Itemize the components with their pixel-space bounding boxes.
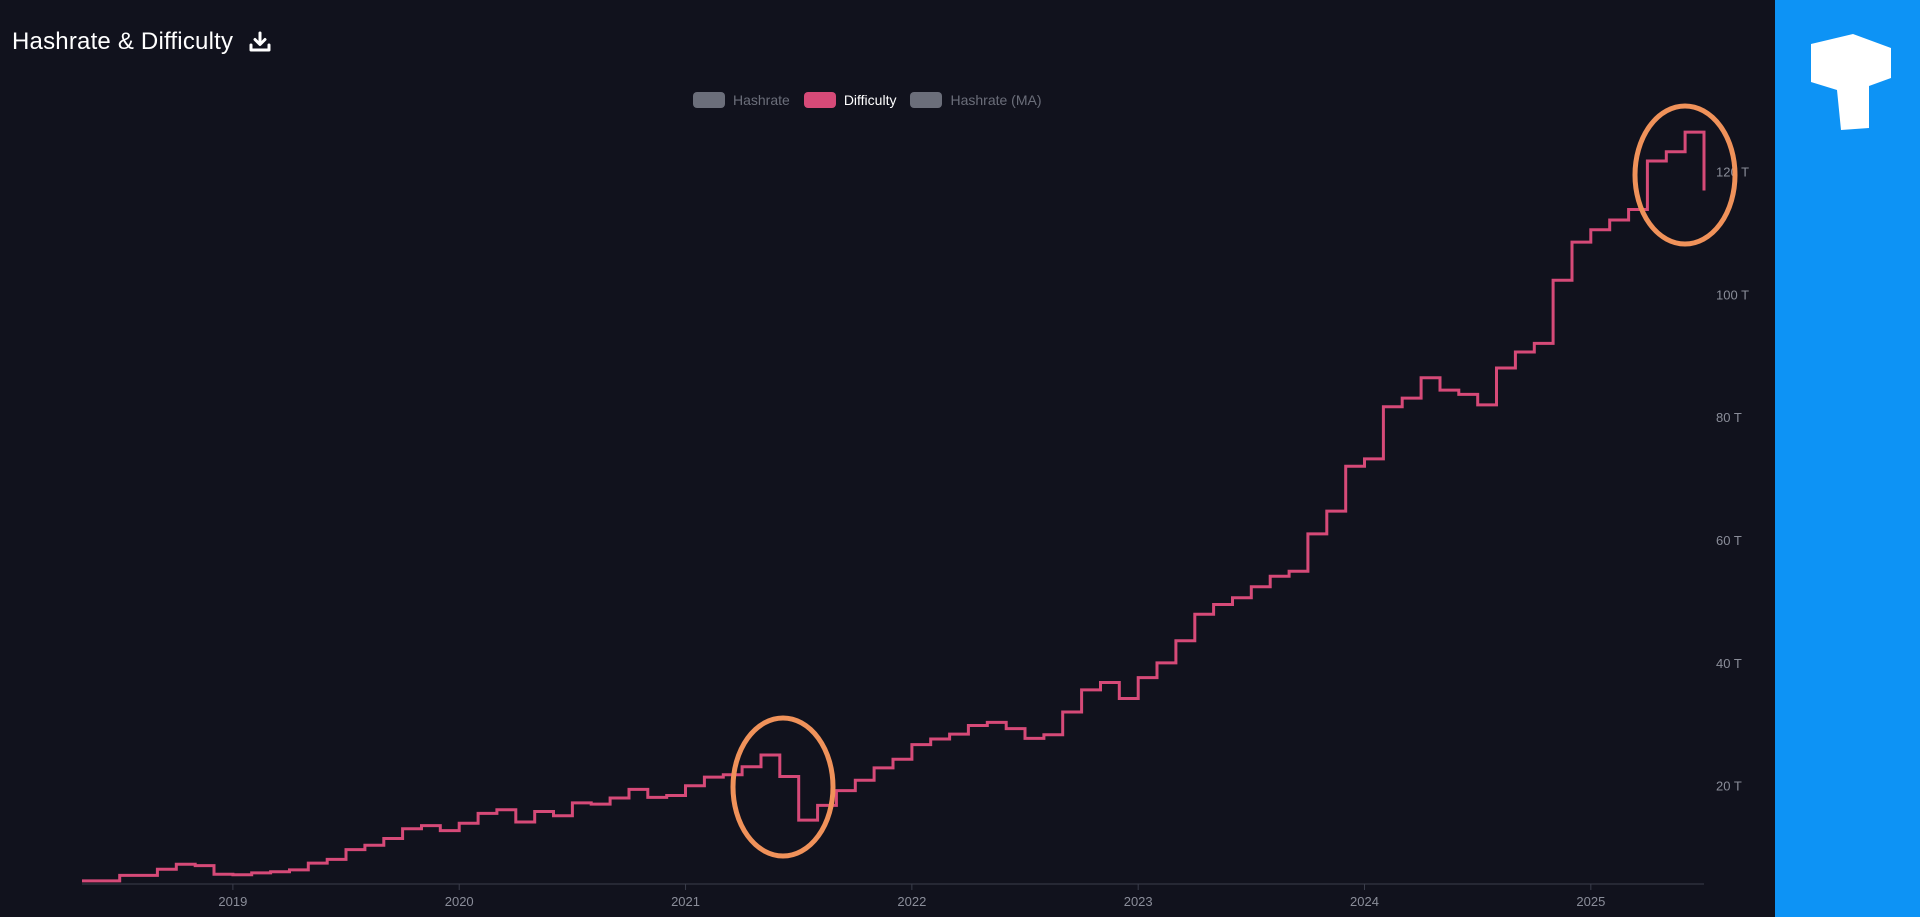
legend-label-hashrate: Hashrate: [733, 92, 790, 108]
series-line-difficulty: [82, 130, 1706, 883]
x-tick-label: 2019: [218, 894, 247, 909]
brand-logo-icon: [1811, 34, 1891, 130]
legend-swatch-difficulty: [803, 92, 836, 108]
y-tick-label: 80 T: [1716, 410, 1742, 425]
legend-label-difficulty: Difficulty: [843, 92, 897, 108]
y-tick-label: 20 T: [1716, 779, 1742, 794]
legend-label-hashrate-ma: Hashrate (MA): [950, 92, 1042, 108]
x-tick-label: 2021: [671, 894, 700, 909]
x-tick-label: 2022: [897, 894, 926, 909]
highlight-circle-2025-peak: [1632, 103, 1738, 247]
highlight-circle-2021-drop: [730, 715, 836, 859]
legend-item-difficulty[interactable]: Difficulty: [803, 92, 897, 108]
legend-item-hashrate-ma[interactable]: Hashrate (MA): [910, 92, 1042, 108]
x-tick-label: 2024: [1350, 894, 1379, 909]
x-tick-label: 2023: [1124, 894, 1153, 909]
x-tick-label: 2025: [1576, 894, 1605, 909]
chart-title: Hashrate & Difficulty: [12, 28, 234, 55]
brand-side-panel: [1775, 0, 1920, 917]
legend-item-hashrate[interactable]: Hashrate: [693, 92, 790, 108]
legend-swatch-hashrate: [693, 92, 725, 108]
download-icon[interactable]: [247, 29, 273, 55]
chart-legend: Hashrate Difficulty Hashrate (MA): [693, 92, 1042, 108]
legend-swatch-hashrate-ma: [910, 92, 943, 108]
y-tick-label: 100 T: [1716, 287, 1749, 302]
x-tick-label: 2020: [445, 894, 474, 909]
y-tick-label: 60 T: [1716, 533, 1742, 548]
chart-header: Hashrate & Difficulty: [12, 24, 273, 60]
chart-panel: 20 T 40 T 60 T 80 T 100 T 120 T 2019 2020 2021 2…: [12, 24, 1750, 909]
y-tick-label: 40 T: [1716, 656, 1742, 671]
x-axis-ticks: 2019 2020 2021 2022 2023 2024 2025: [218, 884, 1605, 909]
